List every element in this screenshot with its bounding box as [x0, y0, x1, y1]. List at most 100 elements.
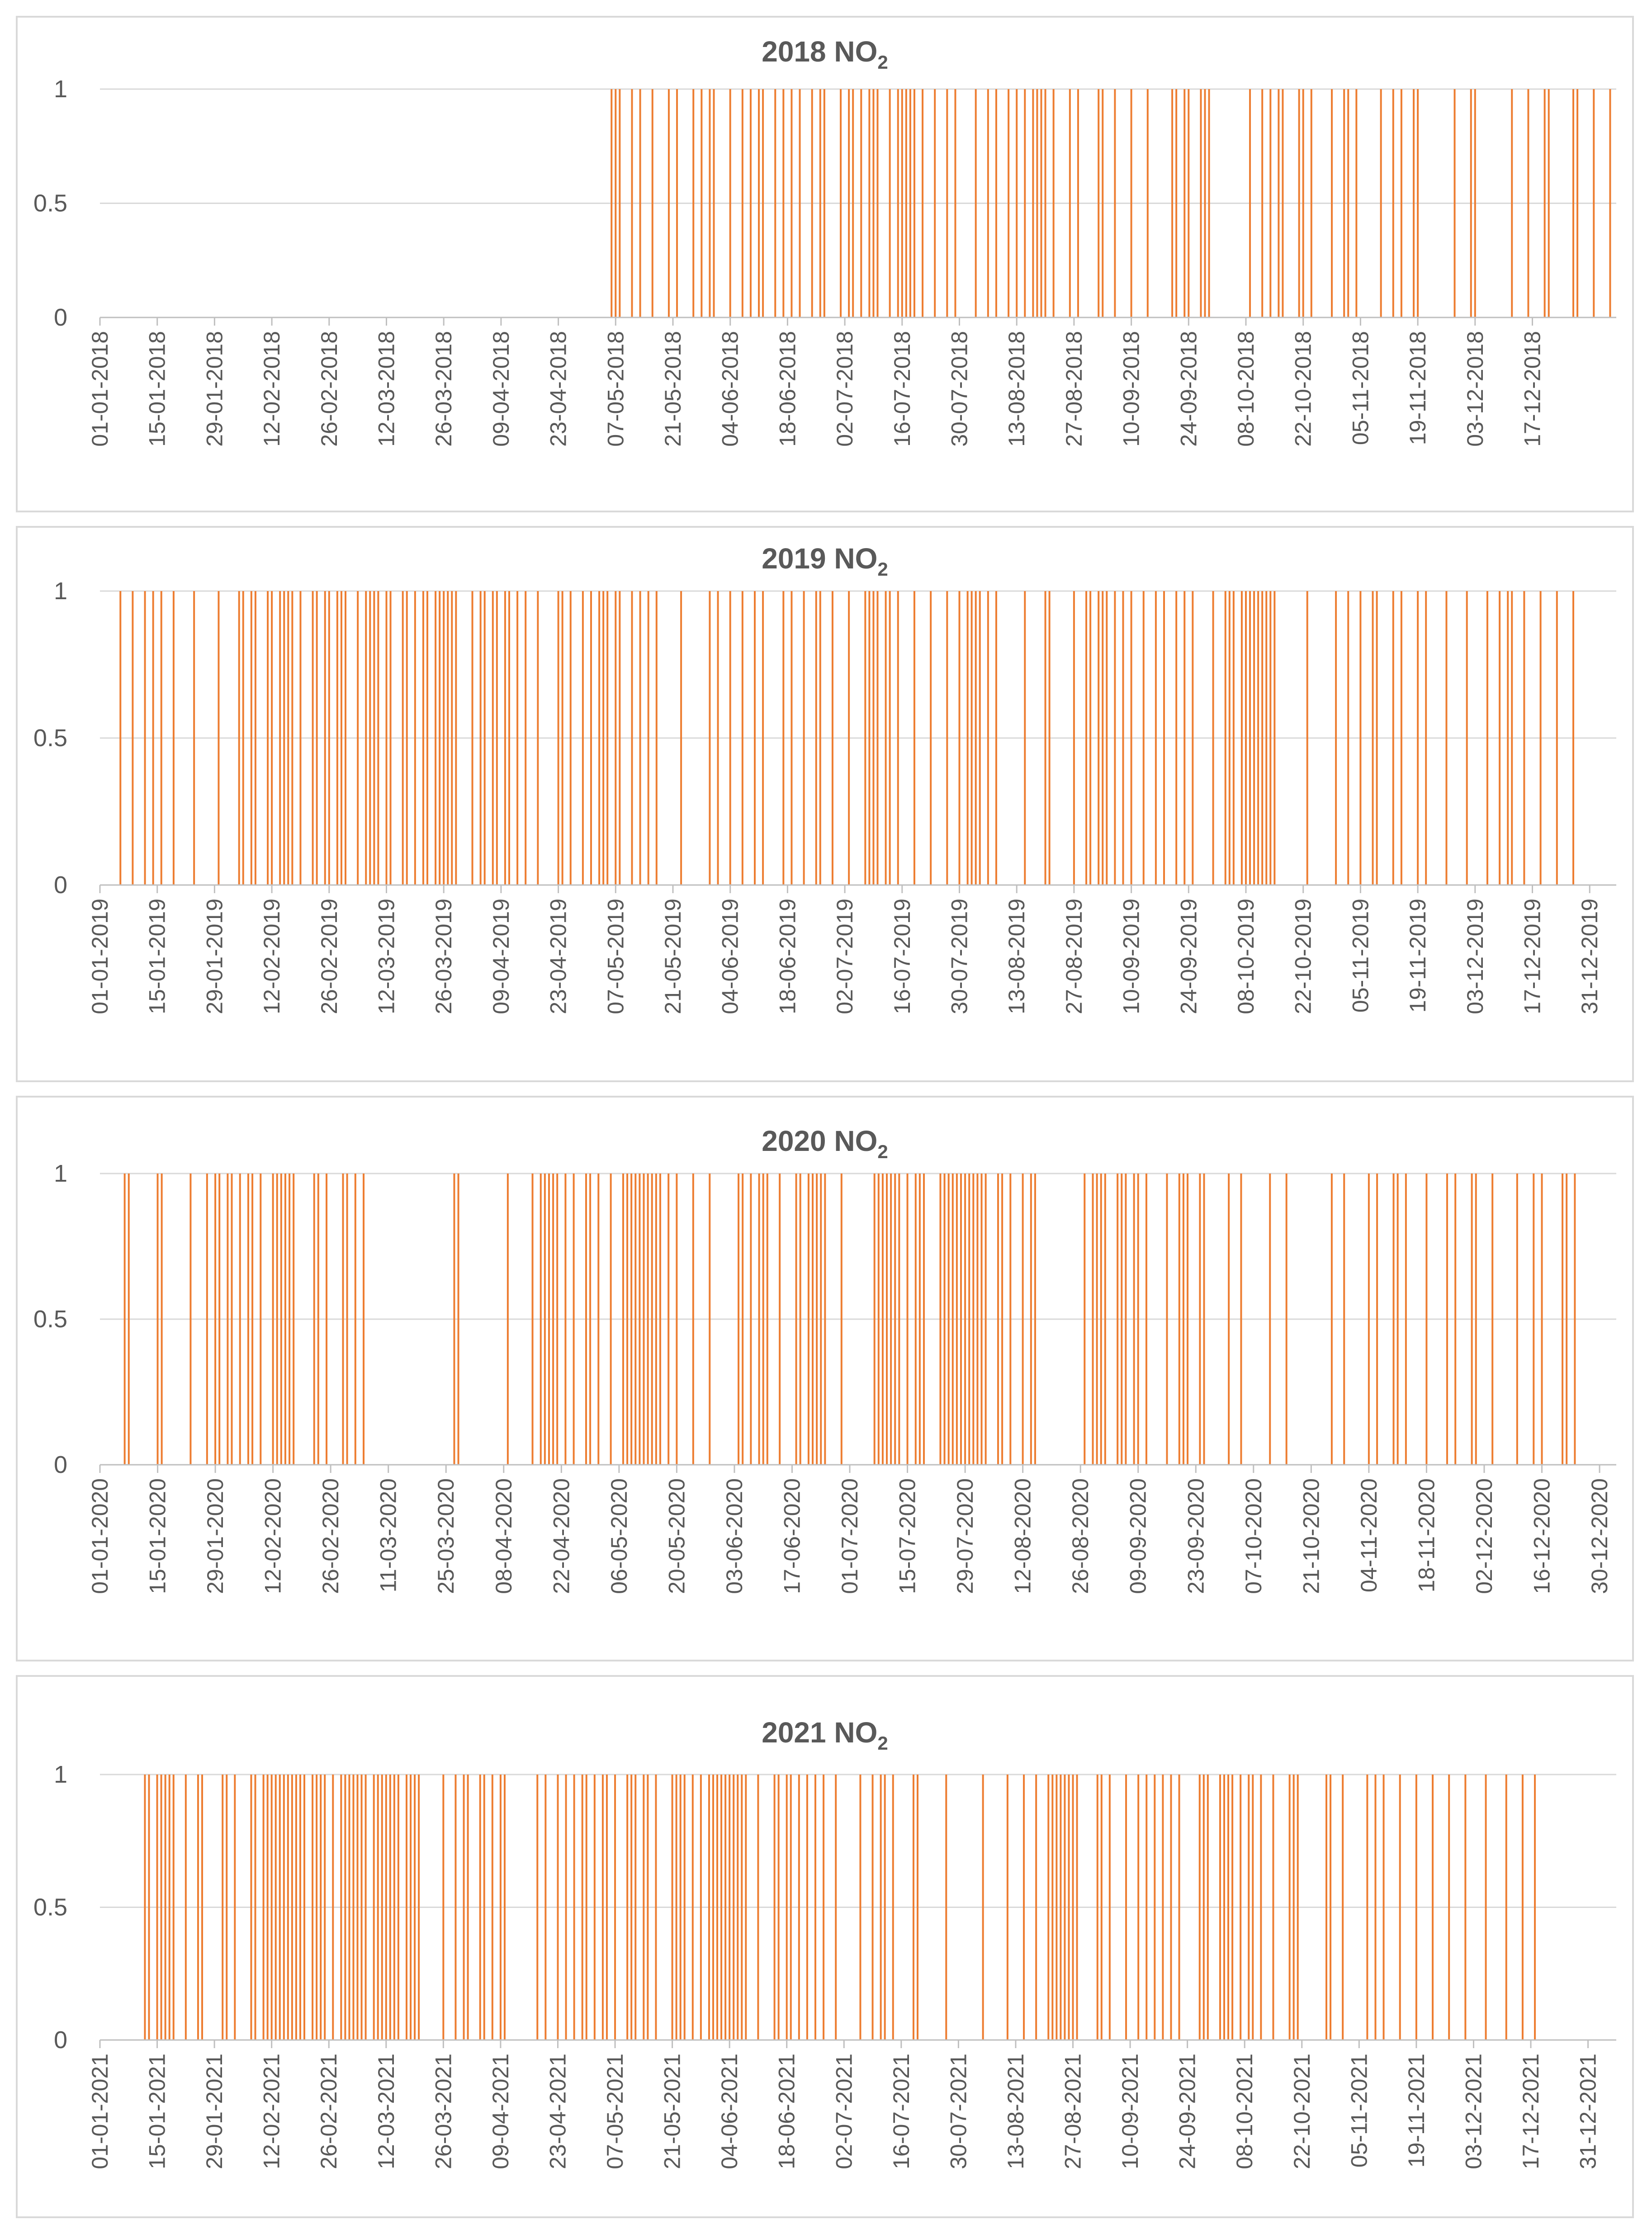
x-tick-label: 26-08-2020 [1068, 1478, 1093, 1594]
x-tick-label: 21-05-2019 [660, 899, 686, 1014]
x-tick-label: 29-01-2020 [203, 1478, 228, 1594]
x-tick-label: 18-06-2019 [775, 899, 800, 1014]
x-tick-label: 07-10-2020 [1241, 1478, 1266, 1594]
y-tick-label: 0.5 [33, 1306, 67, 1333]
x-tick-label: 27-08-2019 [1061, 899, 1087, 1014]
x-tick-label: 04-11-2020 [1356, 1478, 1382, 1592]
x-tick-label: 16-07-2018 [890, 331, 915, 447]
x-tick-label: 12-08-2020 [1010, 1478, 1036, 1594]
x-tick-label: 26-03-2021 [431, 2054, 456, 2169]
chart-svg-2019: 2019 NO2 0 0.5 1 01-01-2019 15-01-2019 29-01-2… [33, 542, 1616, 1014]
chart-title: 2019 NO2 [762, 542, 888, 580]
x-tick-label: 21-10-2020 [1298, 1478, 1324, 1594]
y-tick-label: 1 [54, 1160, 67, 1187]
x-tick-label: 31-12-2021 [1576, 2054, 1601, 2169]
chart-title-text: 2021 NO [762, 1716, 877, 1749]
x-tick-label: 10-09-2019 [1119, 899, 1144, 1014]
x-tick-label: 05-11-2018 [1348, 331, 1373, 445]
x-tick-label: 26-02-2020 [318, 1478, 343, 1594]
x-tick-label: 24-09-2019 [1176, 899, 1201, 1014]
x-tick-label: 12-03-2021 [374, 2054, 399, 2169]
x-tick-label: 12-02-2021 [259, 2054, 284, 2169]
x-tick-label: 17-12-2019 [1520, 899, 1545, 1014]
x-tick-label: 06-05-2020 [606, 1478, 632, 1594]
x-tick-label: 04-06-2019 [718, 899, 743, 1014]
x-tick-label: 05-11-2019 [1348, 899, 1373, 1013]
x-tick-label: 20-05-2020 [664, 1478, 689, 1594]
chart-title-text: 2018 NO [762, 35, 877, 68]
y-tick-label: 0.5 [33, 724, 67, 752]
chart-title-subscript: 2 [877, 52, 888, 73]
y-tick-label: 0 [54, 2026, 67, 2054]
x-tick-label: 22-10-2021 [1289, 2054, 1315, 2169]
x-tick-label: 29-07-2020 [952, 1478, 978, 1594]
x-tick-label: 23-04-2019 [546, 899, 571, 1014]
x-tick-label: 25-03-2020 [433, 1478, 459, 1594]
chart-svg-2021: 2021 NO2 0 0.5 1 01-01-2021 15-01-2021 29-01-2… [33, 1716, 1616, 2169]
chart-title-text: 2020 NO [762, 1125, 877, 1157]
x-tick-label: 07-05-2021 [602, 2054, 628, 2169]
x-tick-label: 30-07-2021 [946, 2054, 971, 2169]
y-tick-label: 0.5 [33, 190, 67, 217]
x-tick-label: 26-03-2018 [431, 331, 456, 447]
x-tick-label: 07-05-2018 [603, 331, 628, 447]
x-tick-label: 17-12-2018 [1520, 331, 1545, 447]
x-tick-label: 24-09-2021 [1175, 2054, 1200, 2169]
x-tick-label: 02-07-2021 [831, 2054, 857, 2169]
x-tick-label: 07-05-2019 [603, 899, 628, 1014]
y-tick-label: 0 [54, 304, 67, 331]
x-tick-label: 13-08-2018 [1004, 331, 1029, 447]
x-tick-label: 29-01-2019 [202, 899, 227, 1014]
x-tick-label: 02-12-2020 [1472, 1478, 1497, 1594]
x-tick-label: 02-07-2019 [832, 899, 857, 1014]
chart-title-subscript: 2 [877, 1141, 888, 1162]
x-tick-label: 29-01-2018 [202, 331, 227, 447]
chart-panel-2021: 2021 NO2 0 0.5 1 01-01-2021 15-01-2021 29-01-2… [16, 1675, 1634, 2218]
x-tick-label: 15-01-2018 [145, 331, 170, 447]
x-tick-label: 12-02-2019 [259, 899, 284, 1014]
x-tick-label: 12-03-2018 [374, 331, 399, 447]
y-tick-label: 1 [54, 1761, 67, 1788]
x-tick-label: 01-01-2018 [87, 331, 113, 447]
x-tick-label: 08-10-2018 [1233, 331, 1259, 447]
chart-title-subscript: 2 [877, 558, 888, 580]
x-tick-label: 01-01-2020 [87, 1478, 113, 1594]
x-tick-label: 23-04-2021 [545, 2054, 570, 2169]
x-tick-label: 16-07-2019 [890, 899, 915, 1014]
x-tick-label: 26-02-2021 [316, 2054, 341, 2169]
chart-title-subscript: 2 [877, 1732, 888, 1754]
x-tick-label: 19-11-2021 [1404, 2054, 1429, 2168]
x-tick-label: 26-02-2019 [317, 899, 342, 1014]
x-tick-label: 09-04-2021 [488, 2054, 513, 2169]
x-tick-label: 18-06-2021 [774, 2054, 800, 2169]
y-tick-label: 0 [54, 871, 67, 899]
x-tick-label: 21-05-2021 [660, 2054, 685, 2169]
chart-panel-2018: 2018 NO2 0 0.5 1 01-01-2018 15-01-2018 29-01-2… [16, 16, 1634, 512]
x-tick-label: 12-02-2018 [259, 331, 284, 447]
x-tick-label: 15-01-2020 [145, 1478, 170, 1594]
x-tick-label: 13-08-2019 [1004, 899, 1029, 1014]
x-tick-label: 10-09-2021 [1117, 2054, 1143, 2169]
x-tick-label: 31-12-2019 [1577, 899, 1602, 1014]
x-tick-label: 23-04-2018 [546, 331, 571, 447]
chart-title: 2018 NO2 [762, 35, 888, 73]
x-tick-label: 08-10-2019 [1233, 899, 1259, 1014]
x-tick-label: 19-11-2019 [1405, 899, 1430, 1013]
x-tick-label: 12-02-2020 [260, 1478, 286, 1594]
x-tick-label: 01-07-2020 [837, 1478, 862, 1594]
x-tick-label: 09-04-2019 [488, 899, 514, 1014]
x-tick-label: 03-06-2020 [722, 1478, 747, 1594]
x-tick-label: 05-11-2021 [1346, 2054, 1372, 2168]
chart-panel-2019: 2019 NO2 0 0.5 1 01-01-2019 15-01-2019 29-01-2… [16, 526, 1634, 1082]
chart-panel-2020: 2020 NO2 0 0.5 1 01-01-2020 15-01-2020 29-01-2… [16, 1096, 1634, 1661]
x-tick-label: 10-09-2018 [1119, 331, 1144, 447]
x-tick-label: 30-07-2019 [947, 899, 972, 1014]
chart-title-text: 2019 NO [762, 542, 877, 575]
y-tick-label: 1 [54, 577, 67, 605]
x-tick-label: 15-01-2021 [145, 2054, 170, 2169]
x-tick-label: 27-08-2021 [1060, 2054, 1086, 2169]
x-tick-label: 03-12-2019 [1463, 899, 1488, 1014]
x-tick-label: 17-12-2021 [1518, 2054, 1543, 2169]
chart-title: 2021 NO2 [762, 1716, 888, 1754]
x-tick-label: 15-07-2020 [895, 1478, 920, 1594]
